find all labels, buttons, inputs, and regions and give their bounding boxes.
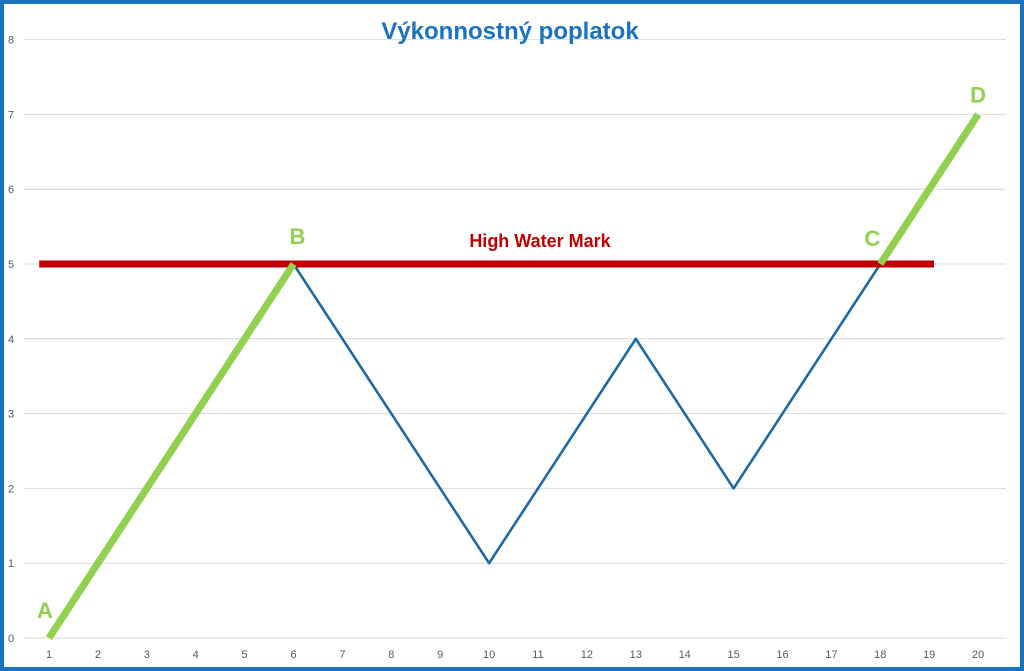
x-tick-label: 5 [242,649,248,661]
x-tick-label: 8 [388,649,394,661]
point-label-a: A [37,598,53,623]
series-layer [46,112,982,640]
x-tick-label: 4 [193,649,199,661]
series-line-overlay-2 [46,262,297,640]
y-tick-label: 5 [8,259,14,271]
x-tick-label: 3 [144,649,150,661]
y-tick-label: 7 [8,109,14,121]
point-labels: A B C D [37,82,986,623]
x-tick-label: 17 [825,649,837,661]
y-tick-label: 6 [8,184,14,196]
x-tick-label: 1 [46,649,52,661]
x-tick-label: 15 [727,649,739,661]
y-tick-label: 2 [8,483,14,495]
x-tick-label: 16 [776,649,788,661]
point-label-b: B [290,224,306,249]
x-tick-label: 10 [483,649,495,661]
x-tick-label: 14 [679,649,691,661]
y-tick-label: 1 [8,558,14,570]
series-line-1 [292,263,882,565]
y-tick-label: 0 [8,633,14,645]
x-tick-label: 20 [972,649,984,661]
point-label-d: D [970,82,986,107]
point-label-c: C [864,226,880,251]
x-tick-label: 6 [290,649,296,661]
x-tick-label: 18 [874,649,886,661]
reference-layer [39,112,982,640]
x-tick-label: 13 [630,649,642,661]
y-tick-label: 3 [8,409,14,421]
x-tick-label: 11 [532,649,543,661]
x-tick-label: 2 [95,649,101,661]
high-water-mark-label: High Water Mark [469,231,611,251]
y-tick-label: 8 [8,35,14,47]
x-tick-label: 12 [581,649,593,661]
series-line-overlay-3 [877,112,982,266]
chart-title: Výkonnostný poplatok [381,18,639,45]
x-axis-ticks: 1 2 3 4 5 6 7 8 9 10 11 12 13 14 15 16 17 18 19 20 [46,649,984,661]
x-tick-label: 9 [437,649,443,661]
y-tick-label: 4 [8,334,14,346]
x-tick-label: 19 [923,649,935,661]
gridlines [24,39,1006,639]
y-axis-ticks: 0 1 2 3 4 5 6 7 8 [8,35,14,645]
x-tick-label: 7 [339,649,345,661]
